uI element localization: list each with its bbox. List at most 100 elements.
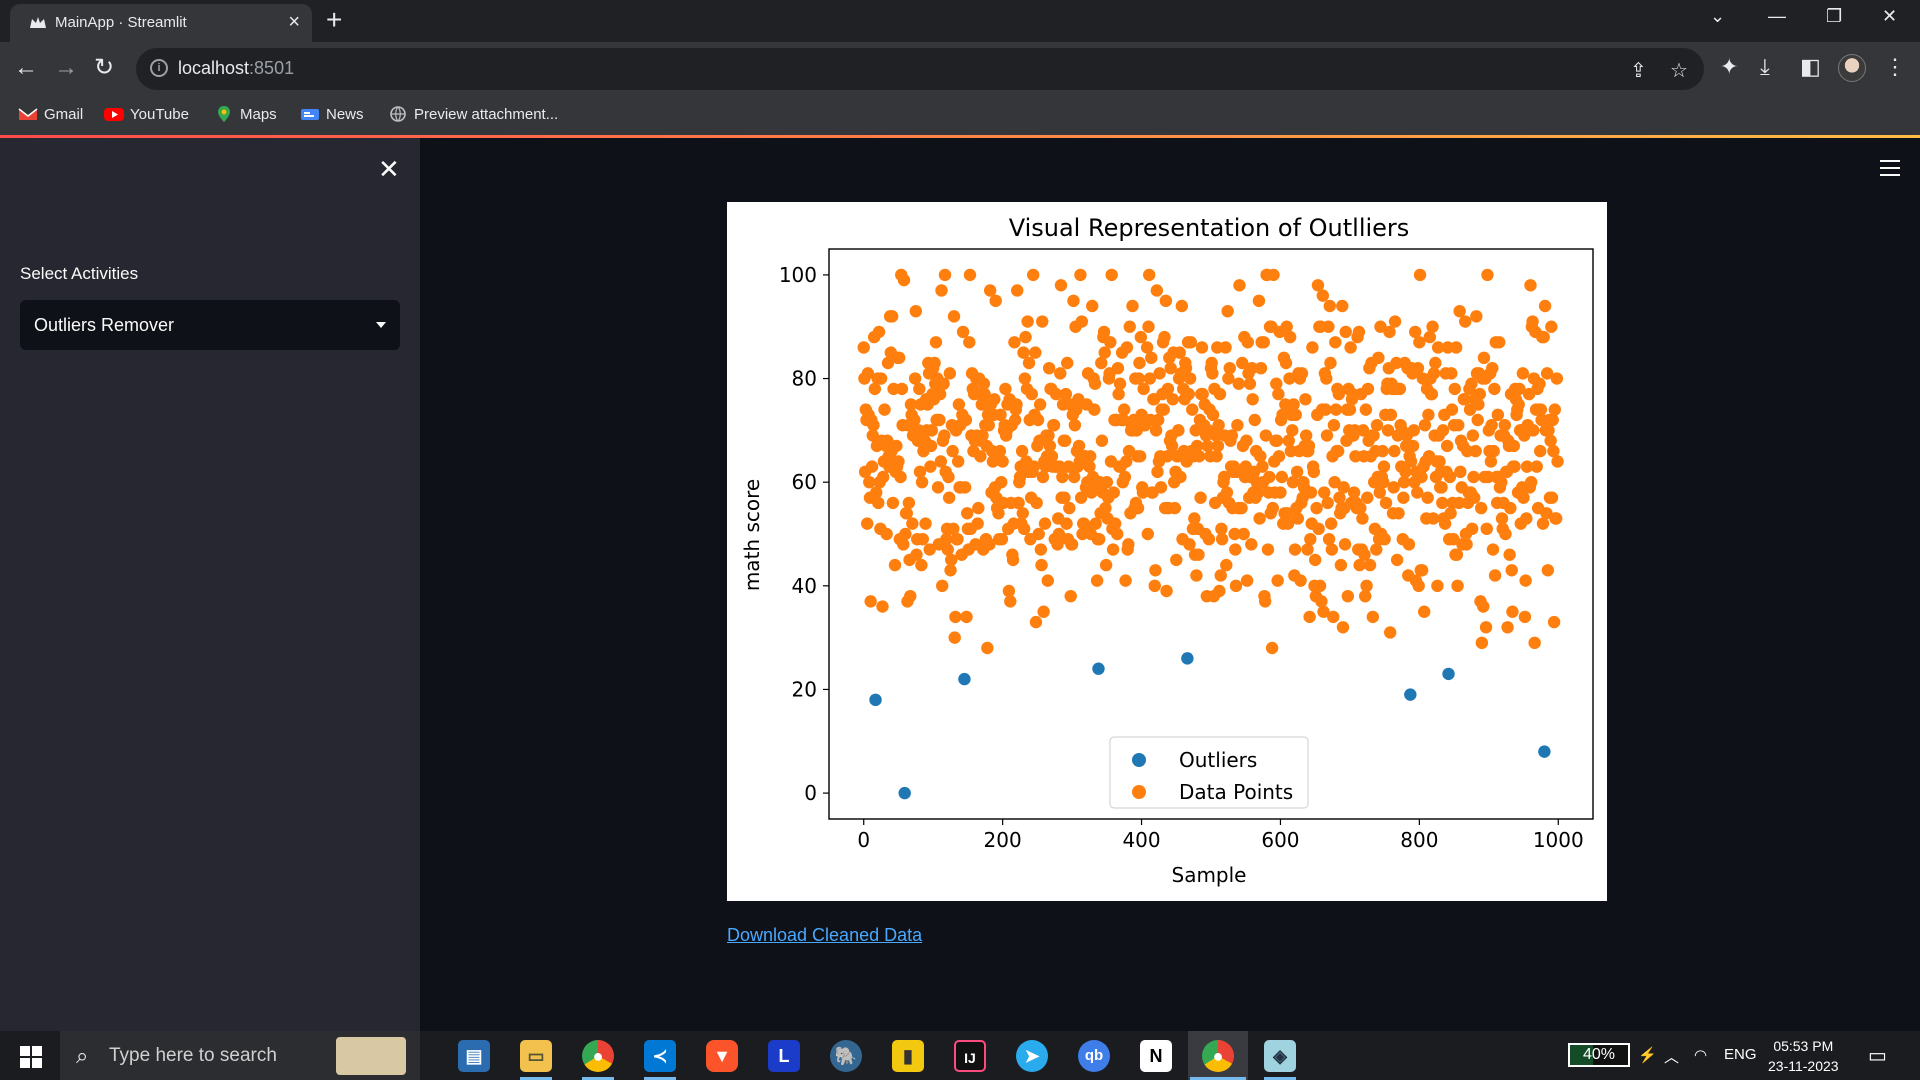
data-point [1481,268,1494,282]
chrome-icon[interactable]: ● [582,1040,614,1072]
data-point [1111,527,1124,541]
chrome-active-icon[interactable]: ● [1202,1040,1234,1072]
data-point [1336,621,1350,634]
chrome-menu-icon[interactable]: ⋮ [1884,54,1906,79]
language-indicator[interactable]: ENG [1724,1046,1757,1063]
data-point [1370,543,1383,556]
download-icon[interactable]: ⤓ [1760,54,1770,79]
restore-icon[interactable]: ❐ [1826,6,1843,26]
data-point [866,429,879,442]
x-axis-label: Sample [1172,863,1247,887]
data-point [1477,600,1490,613]
data-point [1088,377,1102,390]
main-menu-icon[interactable] [1880,160,1900,181]
data-point [1233,279,1246,292]
bookmark-youtube[interactable]: YouTube [104,106,189,123]
address-bar[interactable]: i localhost:8501 ⇪ ☆ [136,48,1704,90]
bookmark-news[interactable]: News [300,106,364,123]
data-point [1475,636,1489,650]
profile-avatar[interactable] [1838,54,1866,82]
data-point [1418,418,1432,432]
qbittorrent-icon[interactable]: qb [1078,1040,1110,1072]
site-info-icon[interactable]: i [150,59,168,77]
vscode-icon[interactable]: ≺ [644,1040,676,1072]
power-bi-icon[interactable]: ▮ [892,1040,924,1072]
bookmark-maps[interactable]: Maps [214,106,277,123]
tab-active[interactable]: MainApp · Streamlit × [10,4,312,42]
data-point [1165,439,1179,453]
legend: Outliers Data Points [1109,736,1309,809]
data-point [1392,507,1405,520]
data-point [1427,512,1440,525]
back-arrow-icon[interactable]: ← [14,54,38,81]
data-point [1254,450,1267,463]
wifi-icon[interactable]: ◠ [1694,1047,1708,1064]
data-point [1327,610,1340,624]
show-hidden-icons-chevron-icon[interactable]: ︿ [1664,1049,1680,1066]
data-point [960,610,973,624]
y-tick-label: 100 [779,263,817,287]
plot-area-frame [828,248,1594,820]
data-point [1506,605,1519,618]
task-view-icon[interactable]: ▤ [458,1040,490,1072]
brave-icon[interactable]: ▼ [706,1040,738,1072]
data-point [989,294,1002,308]
data-point [1397,475,1411,489]
data-point [1469,444,1482,458]
tab-search-chevron-icon[interactable]: ⌄ [1710,6,1726,26]
data-point [1546,413,1559,427]
data-point [978,387,991,401]
data-point [961,507,974,520]
sidebar-close-icon[interactable]: ✕ [378,154,400,184]
data-point [1282,434,1295,447]
url-text: localhost:8501 [178,58,295,78]
data-point [994,408,1007,422]
data-point [861,367,875,380]
activity-select[interactable]: Outliers Remover [20,300,400,350]
new-tab-icon[interactable]: + [326,4,343,35]
data-point [1194,491,1207,504]
intellij-icon[interactable]: IJ [954,1040,986,1072]
data-point [1281,507,1294,520]
postgresql-icon[interactable]: 🐘 [830,1040,862,1072]
bookmark-star-icon[interactable]: ☆ [1670,60,1688,82]
side-panel-icon[interactable]: ◧ [1800,54,1821,79]
reload-icon[interactable]: ↻ [94,54,115,81]
data-point [1329,336,1342,349]
bookmark-gmail[interactable]: Gmail [18,106,83,123]
forward-arrow-icon[interactable]: → [54,54,78,81]
data-point [1488,382,1501,396]
clock[interactable]: 05:53 PM 23-11-2023 [1768,1036,1839,1076]
data-point [1035,558,1048,572]
notepad-icon[interactable]: ◈ [1264,1040,1296,1072]
file-explorer-icon[interactable]: ▭ [520,1040,552,1072]
windows-start-icon[interactable] [20,1046,42,1068]
data-point [929,336,943,349]
data-point [1458,393,1471,406]
data-point [1196,387,1209,401]
data-point [1331,444,1345,458]
notion-icon[interactable]: N [1140,1040,1172,1072]
extensions-puzzle-icon[interactable]: ✦ [1720,54,1739,79]
data-point [999,382,1012,396]
data-point [1267,268,1280,282]
data-point [1126,299,1139,313]
share-icon[interactable]: ⇪ [1630,60,1647,82]
tab-close-icon[interactable]: × [288,11,300,33]
data-point [1240,574,1254,587]
bookmark-preview-attachment[interactable]: Preview attachment... [388,106,558,123]
taskbar-search[interactable]: ⌕ Type here to search [60,1031,420,1080]
data-point [1470,310,1483,323]
notifications-icon[interactable]: ▭ [1868,1045,1887,1067]
minimize-icon[interactable]: — [1768,6,1786,26]
data-point [1343,403,1357,416]
vscode-running-indicator [644,1077,676,1080]
data-point [1271,574,1284,587]
l-app-icon[interactable]: L [768,1040,800,1072]
battery-indicator[interactable]: 40% [1568,1043,1630,1067]
download-cleaned-data-link[interactable]: Download Cleaned Data [727,925,923,945]
window-close-icon[interactable]: ✕ [1882,6,1898,26]
data-point [1019,330,1032,344]
telegram-icon[interactable]: ➤ [1016,1040,1048,1072]
data-point [1213,584,1226,598]
